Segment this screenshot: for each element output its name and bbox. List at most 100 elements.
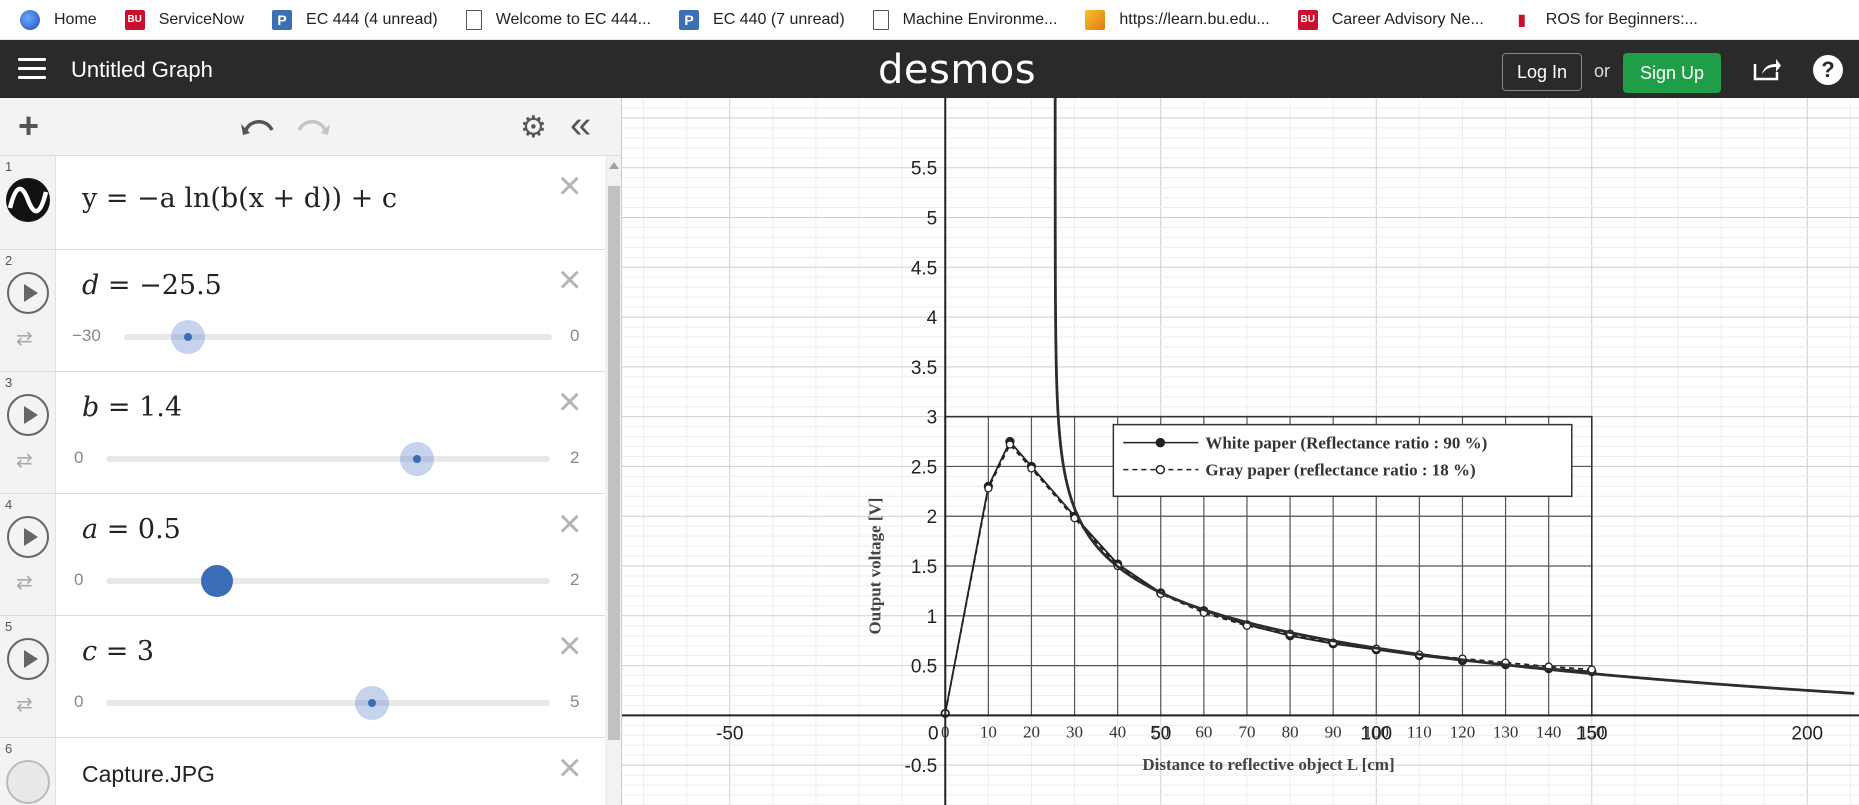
play-slider-button[interactable]: [7, 638, 49, 680]
bookmark-career-advisory[interactable]: BU Career Advisory Ne...: [1297, 0, 1512, 40]
graph-style-icon[interactable]: [6, 178, 50, 222]
bookmark-ros[interactable]: ▮ ROS for Beginners:...: [1511, 0, 1726, 40]
slider-max[interactable]: 2: [570, 570, 580, 589]
image-x-tick-label: 120: [1450, 722, 1476, 741]
slider-equation[interactable]: d = −25.5: [82, 270, 222, 301]
loop-mode-icon[interactable]: ⇄: [16, 572, 33, 594]
play-slider-button[interactable]: [7, 272, 49, 314]
slider-track[interactable]: [124, 320, 552, 354]
expression-scrollbar[interactable]: [605, 156, 621, 805]
expression-number: 6: [5, 741, 13, 756]
bookmark-label: ROS for Beginners:...: [1545, 10, 1698, 28]
expression-list: 1 y = −a ln(b(x + d)) + c × 2 ⇄ d = −25.…: [0, 156, 605, 805]
legend-entry: White paper (Reflectance ratio : 90 %): [1205, 434, 1487, 453]
graph-title[interactable]: Untitled Graph: [71, 57, 213, 82]
slider-max[interactable]: 2: [570, 448, 580, 467]
slider-max[interactable]: 0: [570, 326, 580, 345]
y-tick-label: 5: [927, 208, 938, 229]
share-icon[interactable]: [1752, 56, 1782, 82]
slider-track[interactable]: [106, 565, 550, 597]
slider-min[interactable]: 0: [74, 692, 84, 711]
bookmark-learn-bu[interactable]: https://learn.bu.edu...: [1085, 0, 1297, 40]
scrollbar-thumb[interactable]: [608, 186, 620, 740]
signup-button[interactable]: Sign Up: [1623, 53, 1721, 93]
x-tick-label: 0: [928, 723, 939, 744]
slider-min[interactable]: −30: [72, 326, 101, 345]
delete-expression-icon[interactable]: ×: [558, 380, 582, 424]
scroll-up-icon[interactable]: [609, 162, 619, 169]
y-tick-label: 0.5: [911, 657, 937, 678]
expression-item-slider-c[interactable]: 5 ⇄ c = 3 0 5 ×: [0, 616, 605, 738]
collapse-panel-icon[interactable]: «: [570, 104, 591, 146]
expression-item-image[interactable]: 6 Capture.JPG ×: [0, 738, 605, 805]
graph-plot[interactable]: 0 10 20 30 40 50 60 70 80 90 100 110 120 130 140 150 Dis…: [622, 98, 1859, 805]
image-data-point: [1027, 464, 1036, 473]
y-tick-label: 3.5: [911, 358, 937, 379]
loop-mode-icon[interactable]: ⇄: [16, 694, 33, 716]
or-text: or: [1594, 61, 1611, 81]
login-button[interactable]: Log In: [1502, 53, 1582, 91]
undo-icon[interactable]: [240, 116, 276, 145]
delete-expression-icon[interactable]: ×: [558, 624, 582, 668]
loop-mode-icon[interactable]: ⇄: [16, 328, 33, 350]
slider-min[interactable]: 0: [74, 570, 84, 589]
slider-handle[interactable]: [399, 442, 434, 476]
play-slider-button[interactable]: [7, 516, 49, 558]
image-data-point: [1005, 440, 1015, 449]
piazza-icon: P: [272, 9, 293, 30]
bookmark-label: https://learn.bu.edu...: [1119, 10, 1270, 28]
slider-min[interactable]: 0: [74, 448, 84, 467]
play-slider-button[interactable]: [7, 394, 49, 436]
expression-toolbar: + ⚙ «: [0, 98, 621, 156]
ros-icon: ▮: [1511, 9, 1532, 30]
slider-max[interactable]: 5: [570, 692, 580, 711]
piazza-icon: P: [679, 9, 700, 30]
slider-handle[interactable]: [171, 320, 206, 354]
image-x-tick-label: 50: [1152, 722, 1169, 741]
slider-equation[interactable]: a = 0.5: [82, 514, 181, 545]
pencil-icon: [1085, 9, 1106, 30]
expression-item-function[interactable]: 1 y = −a ln(b(x + d)) + c ×: [0, 156, 605, 250]
loop-mode-icon[interactable]: ⇄: [16, 450, 33, 472]
y-tick-label: 1: [927, 607, 938, 628]
x-tick-label: 150: [1576, 723, 1608, 744]
delete-expression-icon[interactable]: ×: [558, 258, 582, 302]
image-legend-box: [1112, 423, 1573, 498]
redo-icon[interactable]: [295, 116, 331, 145]
add-item-button[interactable]: +: [18, 105, 40, 146]
bookmark-label: EC 444 (4 unread): [306, 10, 438, 28]
expression-number: 1: [5, 159, 13, 174]
document-icon: [465, 9, 482, 30]
bookmark-welcome-ec444[interactable]: Welcome to EC 444...: [465, 0, 679, 40]
image-icon[interactable]: [6, 760, 50, 804]
image-data-point: [984, 484, 993, 493]
slider-handle[interactable]: [201, 565, 233, 597]
delete-expression-icon[interactable]: ×: [558, 502, 582, 546]
bookmark-machine-environment[interactable]: Machine Environme...: [872, 0, 1086, 40]
slider-track[interactable]: [106, 442, 550, 476]
bookmark-servicenow[interactable]: BU ServiceNow: [124, 0, 272, 40]
slider-equation[interactable]: b = 1.4: [82, 392, 183, 423]
bookmark-ec444[interactable]: P EC 444 (4 unread): [272, 0, 466, 40]
image-series-line: [944, 442, 1592, 714]
expression-item-slider-a[interactable]: 4 ⇄ a = 0.5 0 2 ×: [0, 494, 605, 616]
slider-handle[interactable]: [355, 686, 390, 720]
delete-expression-icon[interactable]: ×: [558, 164, 582, 208]
graph-canvas[interactable]: 0 10 20 30 40 50 60 70 80 90 100 110 120 130 140 150 Dis…: [622, 98, 1859, 805]
y-tick-label: 1.5: [911, 557, 937, 578]
expression-item-slider-b[interactable]: 3 ⇄ b = 1.4 0 2 ×: [0, 372, 605, 494]
slider-track[interactable]: [106, 686, 550, 720]
image-x-tick-label: 130: [1493, 722, 1519, 741]
image-x-tick-label: 70: [1238, 722, 1255, 741]
delete-expression-icon[interactable]: ×: [558, 746, 582, 790]
menu-icon[interactable]: [18, 58, 46, 80]
expression-latex[interactable]: y = −a ln(b(x + d)) + c: [82, 183, 397, 214]
slider-equation[interactable]: c = 3: [82, 636, 155, 667]
y-tick-label: 2.5: [911, 457, 937, 478]
bookmark-ec440[interactable]: P EC 440 (7 unread): [679, 0, 873, 40]
expression-item-slider-d[interactable]: 2 ⇄ d = −25.5 −30 0 ×: [0, 250, 605, 372]
bookmark-home[interactable]: Home: [20, 0, 125, 40]
settings-gear-icon[interactable]: ⚙: [520, 111, 547, 144]
image-label[interactable]: Capture.JPG: [82, 761, 215, 787]
help-button[interactable]: ?: [1813, 55, 1843, 85]
